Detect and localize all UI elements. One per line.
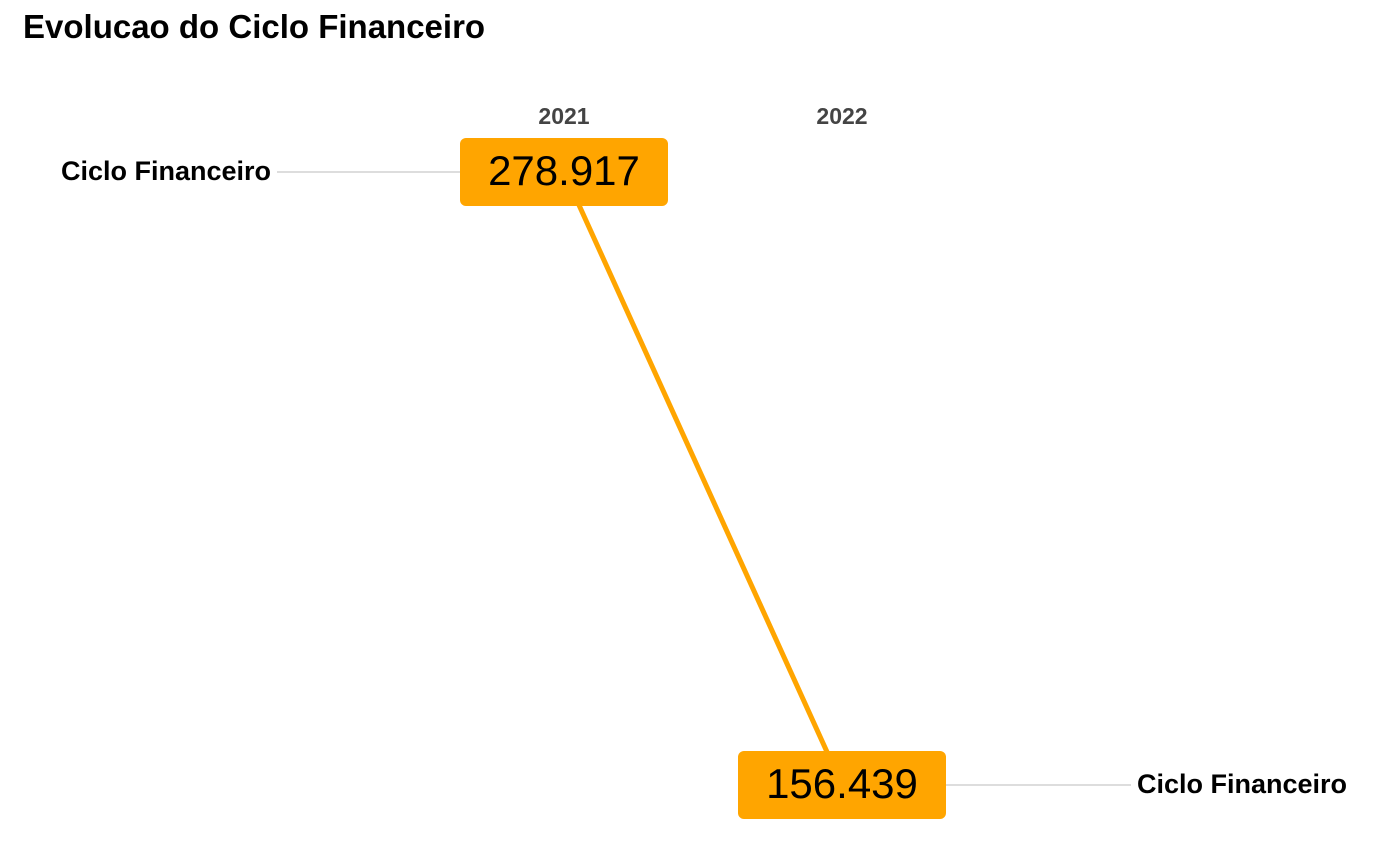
x-tick-label-2021: 2021: [538, 103, 589, 129]
data-point-box-2021: [460, 138, 668, 206]
data-label-2022: 156.439: [766, 760, 918, 807]
series-line-0: [561, 170, 845, 787]
series-label-right: Ciclo Financeiro: [1137, 769, 1347, 799]
chart-title: Evolucao do Ciclo Financeiro: [23, 8, 486, 45]
data-label-2021: 278.917: [488, 147, 640, 194]
series-label-left: Ciclo Financeiro: [61, 156, 271, 186]
data-point-box-2022: [738, 751, 946, 819]
x-tick-label-2022: 2022: [816, 103, 867, 129]
